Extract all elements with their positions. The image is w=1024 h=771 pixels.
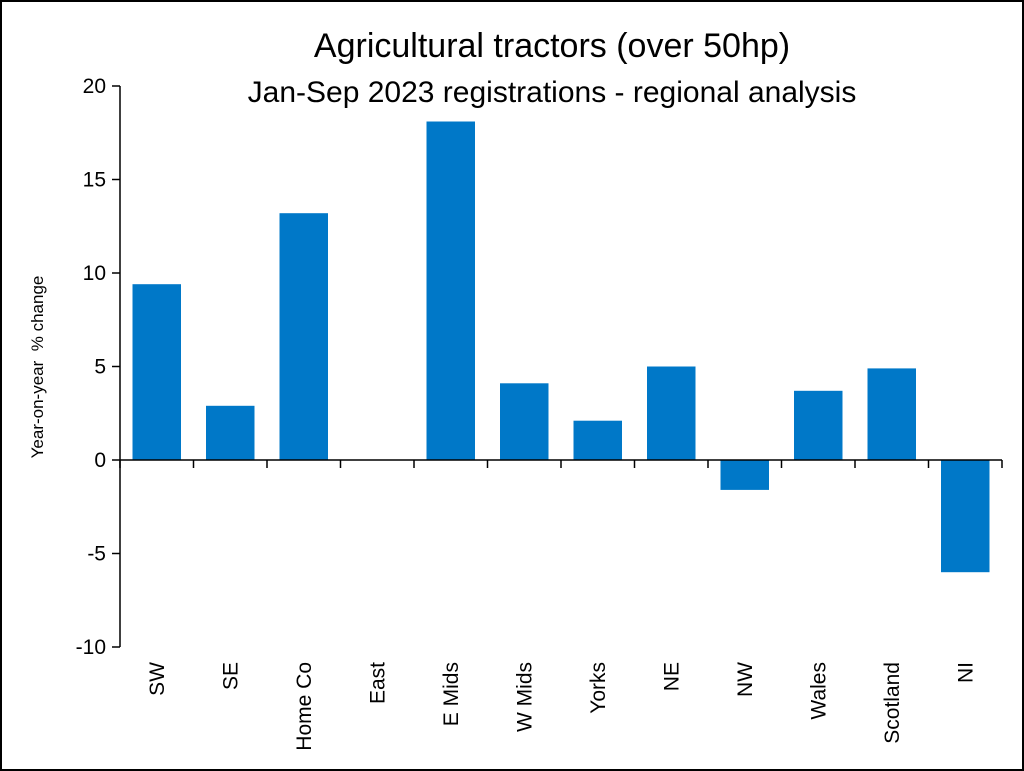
bar-nw (720, 460, 769, 490)
x-category-label: Yorks (587, 662, 610, 714)
bar-se (206, 405, 255, 460)
chart-title: Agricultural tractors (over 50hp) (314, 27, 790, 65)
x-category-label: Home Co (293, 662, 316, 751)
y-tick-label: 10 (83, 262, 106, 285)
y-tick-label: 20 (83, 75, 106, 98)
bar-home-co (279, 213, 328, 460)
bar-ne (647, 366, 696, 460)
x-category-label: SE (219, 662, 242, 690)
x-category-label: Wales (807, 662, 830, 720)
y-tick-label: 0 (94, 449, 106, 472)
y-tick-label: -10 (76, 636, 106, 659)
chart-subtitle: Jan-Sep 2023 registrations - regional an… (248, 76, 857, 109)
x-category-label: W Mids (513, 662, 536, 732)
bar-wales (794, 390, 843, 460)
y-tick-label: -5 (87, 543, 106, 566)
y-tick-label: 15 (83, 169, 106, 192)
bar-e-mids (426, 121, 475, 460)
x-category-label: Scotland (881, 662, 904, 744)
bar-sw (132, 284, 181, 460)
y-tick-label: 5 (94, 356, 106, 379)
x-category-label: NW (734, 662, 757, 697)
bar-scotland (867, 368, 916, 460)
bar-w-mids (500, 383, 549, 460)
bar-ni (941, 460, 990, 573)
bars-layer (132, 121, 990, 573)
x-category-label: NE (660, 662, 683, 691)
x-category-label: East (366, 662, 389, 704)
axes-layer (112, 85, 1003, 648)
x-category-label: SW (146, 662, 169, 696)
y-axis-label: Year-on-year % change (28, 276, 47, 459)
x-category-label: NI (954, 662, 977, 683)
labels-layer: 20 15 10 5 0 -5 -10 SW SE Home Co East E Mids W Mids… (76, 75, 978, 751)
x-category-label: E Mids (440, 662, 463, 726)
bar-yorks (573, 420, 622, 460)
